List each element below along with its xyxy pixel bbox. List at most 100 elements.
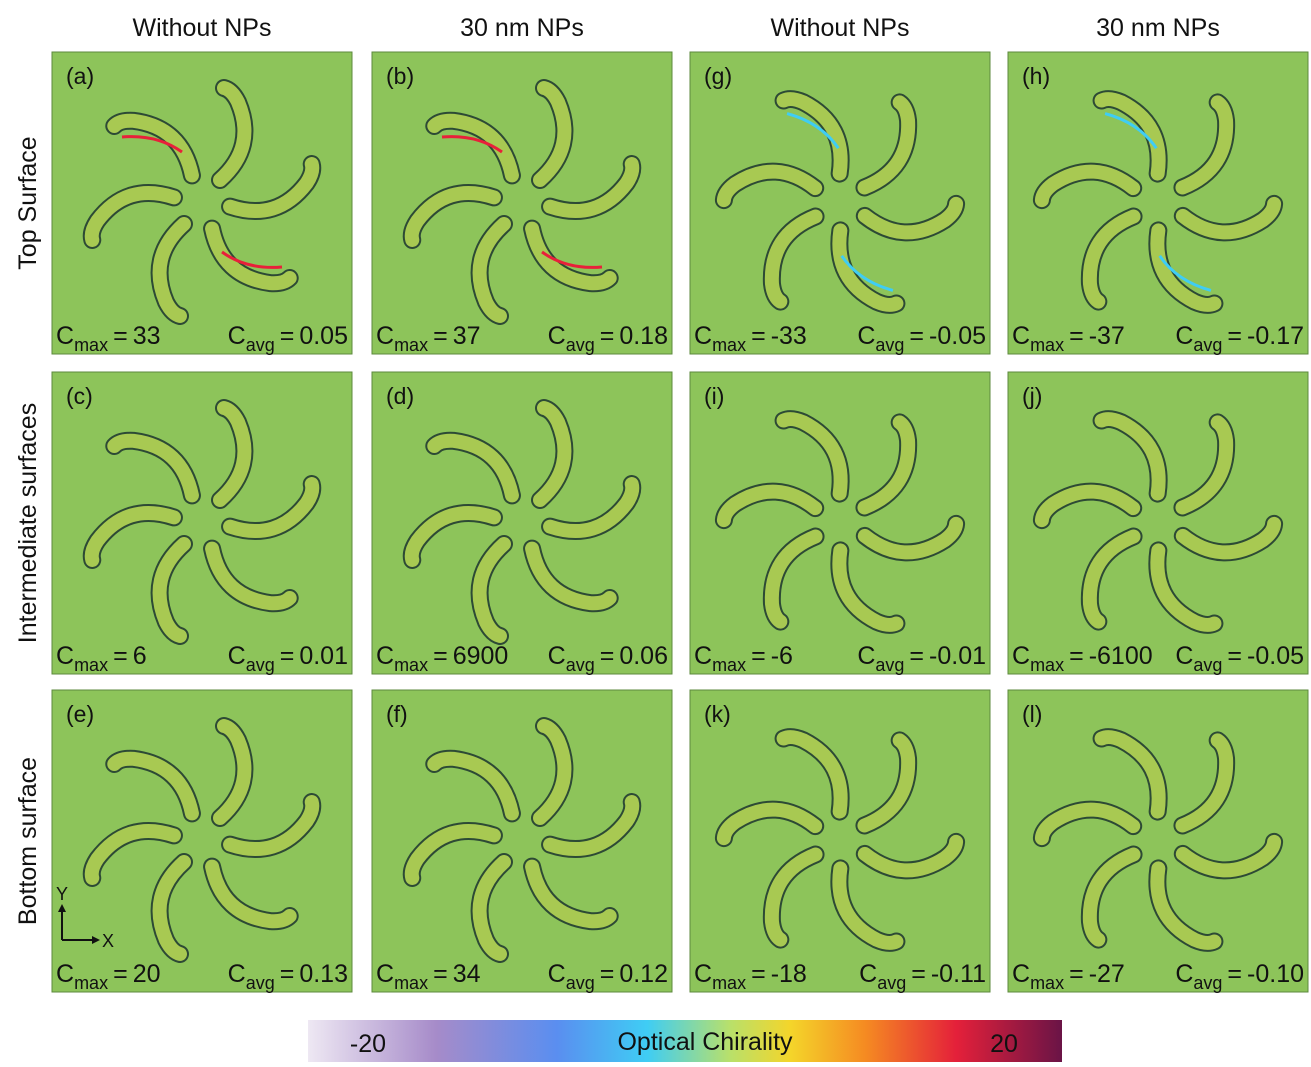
c-max-value: -6100	[1089, 642, 1153, 670]
panel-label: (a)	[66, 63, 94, 89]
c-equals: =	[280, 642, 295, 670]
c-symbol: C	[548, 642, 566, 670]
c-equals: =	[751, 322, 766, 350]
c-max-value: -37	[1089, 322, 1125, 350]
c-max-value: 20	[133, 960, 161, 988]
c-subscript: avg	[1193, 973, 1222, 993]
c-symbol: C	[694, 642, 712, 670]
c-max-value: 37	[453, 322, 481, 350]
panel-background	[52, 52, 352, 354]
c-subscript: max	[74, 973, 108, 993]
c-equals: =	[280, 322, 295, 350]
c-equals: =	[1069, 322, 1084, 350]
c-avg-value: -0.10	[1247, 960, 1304, 988]
panel-label: (i)	[704, 383, 724, 409]
c-equals: =	[1227, 642, 1242, 670]
panel-label: (j)	[1022, 383, 1042, 409]
c-avg-value: 0.18	[619, 322, 668, 350]
panel-label: (d)	[386, 383, 414, 409]
panel: (f)Cmax=34Cavg=0.12	[372, 690, 672, 993]
c-subscript: max	[74, 655, 108, 675]
c-symbol: C	[857, 642, 875, 670]
panel: (b)Cmax=37Cavg=0.18	[372, 52, 672, 355]
panel-label: (k)	[704, 701, 731, 727]
c-subscript: max	[394, 655, 428, 675]
c-max-value: 6900	[453, 642, 509, 670]
c-equals: =	[751, 960, 766, 988]
c-avg-value: -0.05	[1247, 642, 1304, 670]
c-symbol: C	[857, 322, 875, 350]
c-symbol: C	[1175, 960, 1193, 988]
c-avg-value: 0.05	[299, 322, 348, 350]
panel-background	[1008, 372, 1308, 674]
panel-background	[52, 372, 352, 674]
c-symbol: C	[376, 322, 394, 350]
panel-background	[372, 52, 672, 354]
axis-label: X	[102, 931, 114, 951]
column-header: Without NPs	[771, 14, 910, 42]
c-symbol: C	[548, 960, 566, 988]
c-equals: =	[433, 642, 448, 670]
c-subscript: avg	[566, 973, 595, 993]
panel-background	[1008, 690, 1308, 992]
c-equals: =	[909, 642, 924, 670]
panel-background	[52, 690, 352, 992]
row-header: Bottom surface	[14, 757, 42, 925]
c-equals: =	[909, 322, 924, 350]
c-subscript: avg	[875, 335, 904, 355]
c-symbol: C	[1012, 960, 1030, 988]
c-max-value: 6	[133, 642, 147, 670]
c-equals: =	[1069, 960, 1084, 988]
colorbar-title: Optical Chirality	[617, 1028, 793, 1056]
column-header: Without NPs	[133, 14, 272, 42]
c-equals: =	[751, 642, 766, 670]
c-subscript: max	[712, 973, 746, 993]
c-symbol: C	[228, 960, 246, 988]
c-avg-value: 0.13	[299, 960, 348, 988]
c-equals: =	[600, 642, 615, 670]
c-equals: =	[113, 960, 128, 988]
c-equals: =	[280, 960, 295, 988]
c-avg-value: -0.05	[929, 322, 986, 350]
colorbar-min: -20	[350, 1030, 386, 1058]
page: Without NPs30 nm NPsWithout NPs30 nm NPs…	[0, 0, 1311, 1067]
c-subscript: max	[712, 335, 746, 355]
c-symbol: C	[56, 642, 74, 670]
c-symbol: C	[228, 642, 246, 670]
panel: (k)Cmax=-18Cavg=-0.11	[688, 690, 991, 993]
panel-label: (l)	[1022, 701, 1042, 727]
c-max-value: -33	[771, 322, 807, 350]
c-equals: =	[113, 642, 128, 670]
c-max-value: -18	[771, 960, 807, 988]
c-subscript: avg	[246, 335, 275, 355]
c-max-value: -6	[771, 642, 793, 670]
panel-background	[372, 372, 672, 674]
c-max-value: -27	[1089, 960, 1125, 988]
axis-label: Y	[56, 884, 68, 904]
c-subscript: avg	[875, 655, 904, 675]
c-symbol: C	[859, 960, 877, 988]
c-symbol: C	[694, 322, 712, 350]
panel-label: (h)	[1022, 63, 1050, 89]
c-symbol: C	[1012, 642, 1030, 670]
panel-background	[690, 372, 990, 674]
c-avg-value: -0.11	[931, 960, 986, 988]
c-equals: =	[600, 960, 615, 988]
c-equals: =	[1227, 322, 1242, 350]
c-avg-value: 0.06	[619, 642, 668, 670]
c-symbol: C	[376, 960, 394, 988]
panel-label: (f)	[386, 701, 408, 727]
c-symbol: C	[694, 960, 712, 988]
c-equals: =	[1069, 642, 1084, 670]
c-equals: =	[911, 960, 926, 988]
c-symbol: C	[548, 322, 566, 350]
column-header: 30 nm NPs	[460, 14, 584, 42]
c-symbol: C	[1175, 642, 1193, 670]
